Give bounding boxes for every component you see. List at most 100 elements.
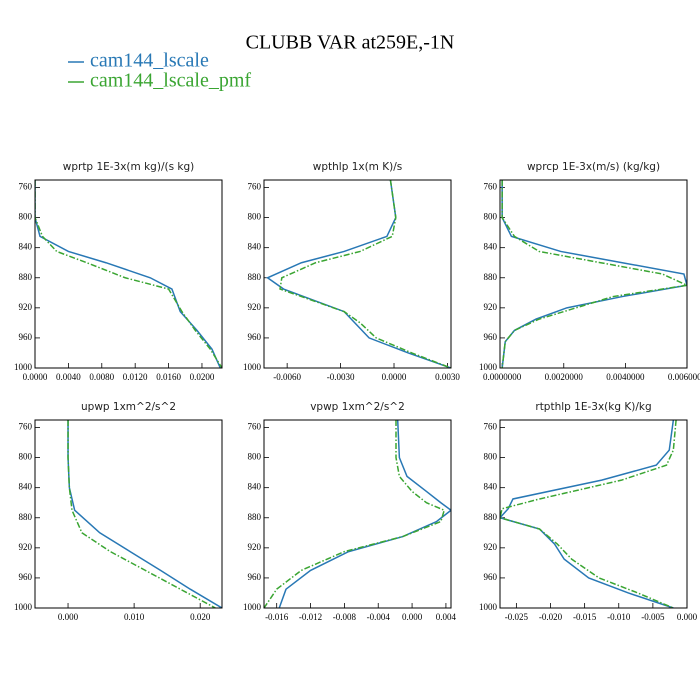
y-tick-label: 920: [248, 542, 262, 552]
y-tick-label: 760: [484, 182, 498, 192]
y-tick-label: 880: [484, 272, 498, 282]
plot-frame: [34, 419, 223, 609]
series-line: [500, 420, 677, 608]
y-tick-label: 960: [248, 572, 262, 582]
y-tick-label: 960: [484, 572, 498, 582]
y-tick-label: 800: [484, 452, 498, 462]
y-tick-label: 760: [484, 422, 498, 432]
y-tick-label: 840: [484, 482, 498, 492]
y-tick-label: 840: [248, 482, 262, 492]
y-tick-label: 800: [248, 452, 262, 462]
y-tick-label: 920: [484, 542, 498, 552]
plot-frame: [263, 419, 452, 609]
y-tick-label: 880: [484, 512, 498, 522]
y-tick-label: 760: [248, 182, 262, 192]
y-tick-label: 760: [19, 182, 33, 192]
y-tick-label: 800: [19, 452, 33, 462]
panel-title: vpwp 1xm^2/s^2: [310, 401, 405, 413]
x-tick-label: 0.000: [402, 612, 423, 622]
y-tick-label: 800: [248, 212, 262, 222]
series-line: [501, 180, 687, 368]
x-tick-label: 0.0120: [123, 372, 148, 382]
series-line: [35, 180, 222, 368]
y-tick-label: 800: [484, 212, 498, 222]
y-tick-label: 840: [484, 242, 498, 252]
panel: wprcp 1E-3x(m/s) (kg/kg) 760 800 840 880 920 9…: [479, 161, 700, 382]
x-tick-label: 0.0030: [435, 372, 460, 382]
series-line: [501, 180, 687, 368]
y-tick-label: 760: [248, 422, 262, 432]
series-line: [266, 180, 451, 368]
plot-frame: [34, 179, 223, 369]
panel-title: wprtp 1E-3x(m kg)/(s kg): [63, 161, 194, 173]
series-line: [278, 420, 451, 608]
y-tick-label: 1000: [479, 602, 498, 612]
panel-title: wpthlp 1x(m K)/s: [313, 161, 403, 173]
x-tick-label: 0.000: [58, 612, 79, 622]
x-tick-label: -0.004: [367, 612, 391, 622]
y-tick-label: 880: [248, 512, 262, 522]
x-tick-label: -0.012: [299, 612, 322, 622]
y-tick-label: 960: [19, 332, 33, 342]
legend-label: cam144_lscale: [90, 50, 209, 72]
x-tick-label: 0.0080: [89, 372, 114, 382]
y-tick-label: 1000: [243, 602, 262, 612]
y-tick-label: 1000: [243, 362, 262, 372]
y-tick-label: 840: [19, 242, 33, 252]
y-tick-label: 800: [19, 212, 33, 222]
series-line: [279, 180, 451, 368]
x-tick-label: -0.025: [505, 612, 529, 622]
y-tick-label: 960: [248, 332, 262, 342]
x-tick-label: 0.004: [436, 612, 457, 622]
x-tick-label: 0.0040: [56, 372, 81, 382]
series-line: [67, 420, 216, 608]
x-tick-label: -0.010: [607, 612, 631, 622]
y-tick-label: 920: [484, 302, 498, 312]
series-line: [500, 420, 675, 608]
x-tick-label: 0.000: [677, 612, 698, 622]
panel: upwp 1xm^2/s^2 760 800 840 880 920 960 1000 0.00…: [14, 401, 223, 622]
panel: wprtp 1E-3x(m kg)/(s kg) 760 800 840 880 920 9…: [14, 161, 223, 382]
x-tick-label: 0.0060000: [668, 372, 700, 382]
panel: vpwp 1xm^2/s^27608008408809209601000-0.0…: [243, 401, 457, 622]
series-line: [35, 180, 222, 368]
x-tick-label: 0.0000: [382, 372, 407, 382]
x-tick-label: 0.0020000: [545, 372, 584, 382]
y-tick-label: 1000: [14, 362, 33, 372]
y-tick-label: 960: [19, 572, 33, 582]
plot-frame: [263, 179, 452, 369]
x-tick-label: 0.020: [190, 612, 211, 622]
plot-frame: [499, 179, 688, 369]
x-tick-label: 0.0040000: [606, 372, 645, 382]
series-line: [264, 420, 446, 608]
x-tick-label: 0.010: [124, 612, 145, 622]
y-tick-label: 920: [248, 302, 262, 312]
y-tick-label: 1000: [14, 602, 33, 612]
figure-title: CLUBB VAR at259E,-1N: [246, 32, 455, 54]
x-tick-label: 0.0200: [190, 372, 215, 382]
y-tick-label: 880: [19, 272, 33, 282]
x-tick-label: 0.0000000: [483, 372, 522, 382]
y-tick-label: 920: [19, 302, 33, 312]
y-tick-label: 880: [19, 512, 33, 522]
y-tick-label: 880: [248, 272, 262, 282]
y-tick-label: 1000: [479, 362, 498, 372]
y-tick-label: 920: [19, 542, 33, 552]
x-tick-label: -0.016: [265, 612, 289, 622]
legend-label: cam144_lscale_pmf: [90, 70, 251, 92]
panel-title: upwp 1xm^2/s^2: [81, 401, 176, 413]
x-tick-label: -0.015: [573, 612, 597, 622]
x-tick-label: -0.008: [333, 612, 357, 622]
y-tick-label: 760: [19, 422, 33, 432]
x-tick-label: -0.0060: [273, 372, 301, 382]
x-tick-label: 0.0160: [156, 372, 181, 382]
y-tick-label: 960: [484, 332, 498, 342]
y-tick-label: 840: [248, 242, 262, 252]
x-tick-label: -0.0030: [327, 372, 355, 382]
x-tick-label: 0.0000: [23, 372, 48, 382]
panel: rtpthlp 1E-3x(kg K)/kg 760 800 840 880 920 960…: [479, 401, 698, 622]
panel: wpthlp 1x(m K)/s 760 800 840 880 920 960 1000 -0…: [243, 161, 460, 382]
panel-title: wprcp 1E-3x(m/s) (kg/kg): [527, 161, 660, 173]
